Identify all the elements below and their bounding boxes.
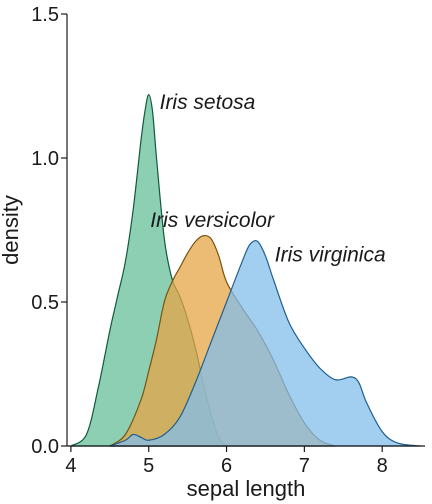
x-tick-label: 4	[65, 455, 76, 477]
x-tick-label: 8	[377, 455, 388, 477]
x-ticks: 4 5 6 7 8	[65, 446, 388, 477]
axes	[66, 14, 425, 447]
x-tick-label: 5	[143, 455, 154, 477]
y-ticks: 0.0 0.5 1.0 1.5	[31, 4, 67, 458]
y-tick-label: 1.0	[31, 148, 59, 170]
x-tick-label: 7	[299, 455, 310, 477]
series-annotation: Iris setosa	[160, 91, 256, 114]
x-axis-label: sepal length	[187, 476, 306, 501]
y-tick-label: 0.0	[31, 436, 59, 458]
y-tick-label: 0.5	[31, 292, 59, 314]
x-tick-label: 6	[221, 455, 232, 477]
density-areas	[69, 94, 422, 447]
y-tick-label: 1.5	[31, 4, 59, 26]
density-area-iris-virginica	[109, 240, 422, 447]
y-axis-label: density	[0, 195, 23, 265]
series-annotation: Iris versicolor	[150, 209, 275, 232]
series-annotation: Iris virginica	[275, 244, 386, 267]
